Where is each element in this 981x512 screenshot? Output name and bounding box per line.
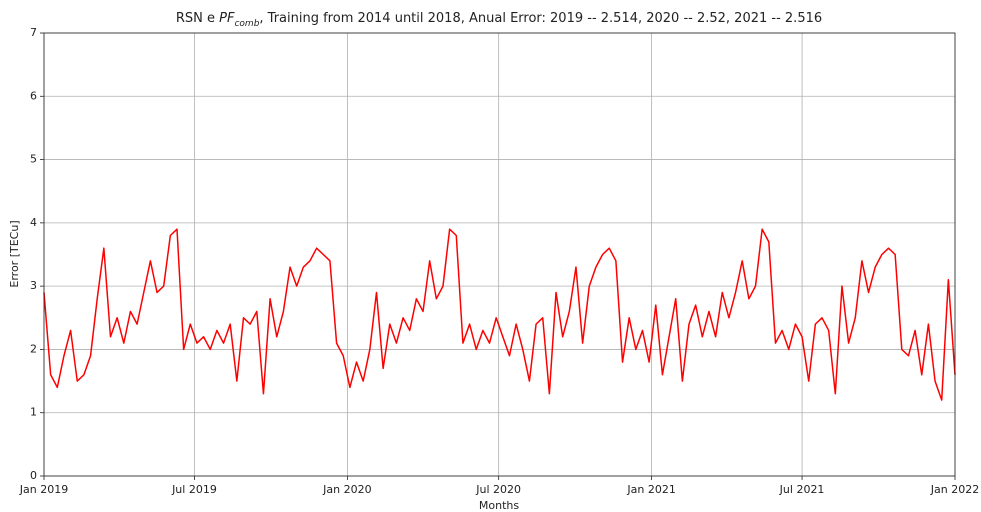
- y-axis-label: Error [TECu]: [8, 220, 21, 287]
- x-tick-label: Jan 2020: [322, 483, 371, 496]
- x-axis-label: Months: [479, 499, 519, 512]
- x-tick-label: Jul 2019: [171, 483, 217, 496]
- y-tick-label: 7: [30, 26, 37, 39]
- y-tick-label: 3: [30, 279, 37, 292]
- y-tick-label: 5: [30, 153, 37, 166]
- x-tick-label: Jan 2019: [19, 483, 68, 496]
- x-tick-label: Jul 2021: [779, 483, 825, 496]
- plot-frame: [43, 32, 956, 477]
- y-tick-label: 2: [30, 342, 37, 355]
- data-line: [43, 228, 956, 401]
- y-tick-label: 1: [30, 406, 37, 419]
- y-tick-label: 6: [30, 89, 37, 102]
- title-part: RSN e: [176, 11, 219, 26]
- x-tick-label: Jan 2021: [626, 483, 675, 496]
- y-tick-label: 0: [30, 469, 37, 482]
- y-tick-label: 4: [30, 216, 37, 229]
- title-part: PF: [219, 11, 235, 26]
- title-part: comb: [234, 19, 259, 29]
- chart-title: RSN e PFcomb, Training from 2014 until 2…: [176, 11, 822, 29]
- x-tick-label: Jan 2022: [930, 483, 979, 496]
- title-part: , Training from 2014 until 2018, Anual E…: [259, 11, 822, 26]
- x-tick-label: Jul 2020: [475, 483, 521, 496]
